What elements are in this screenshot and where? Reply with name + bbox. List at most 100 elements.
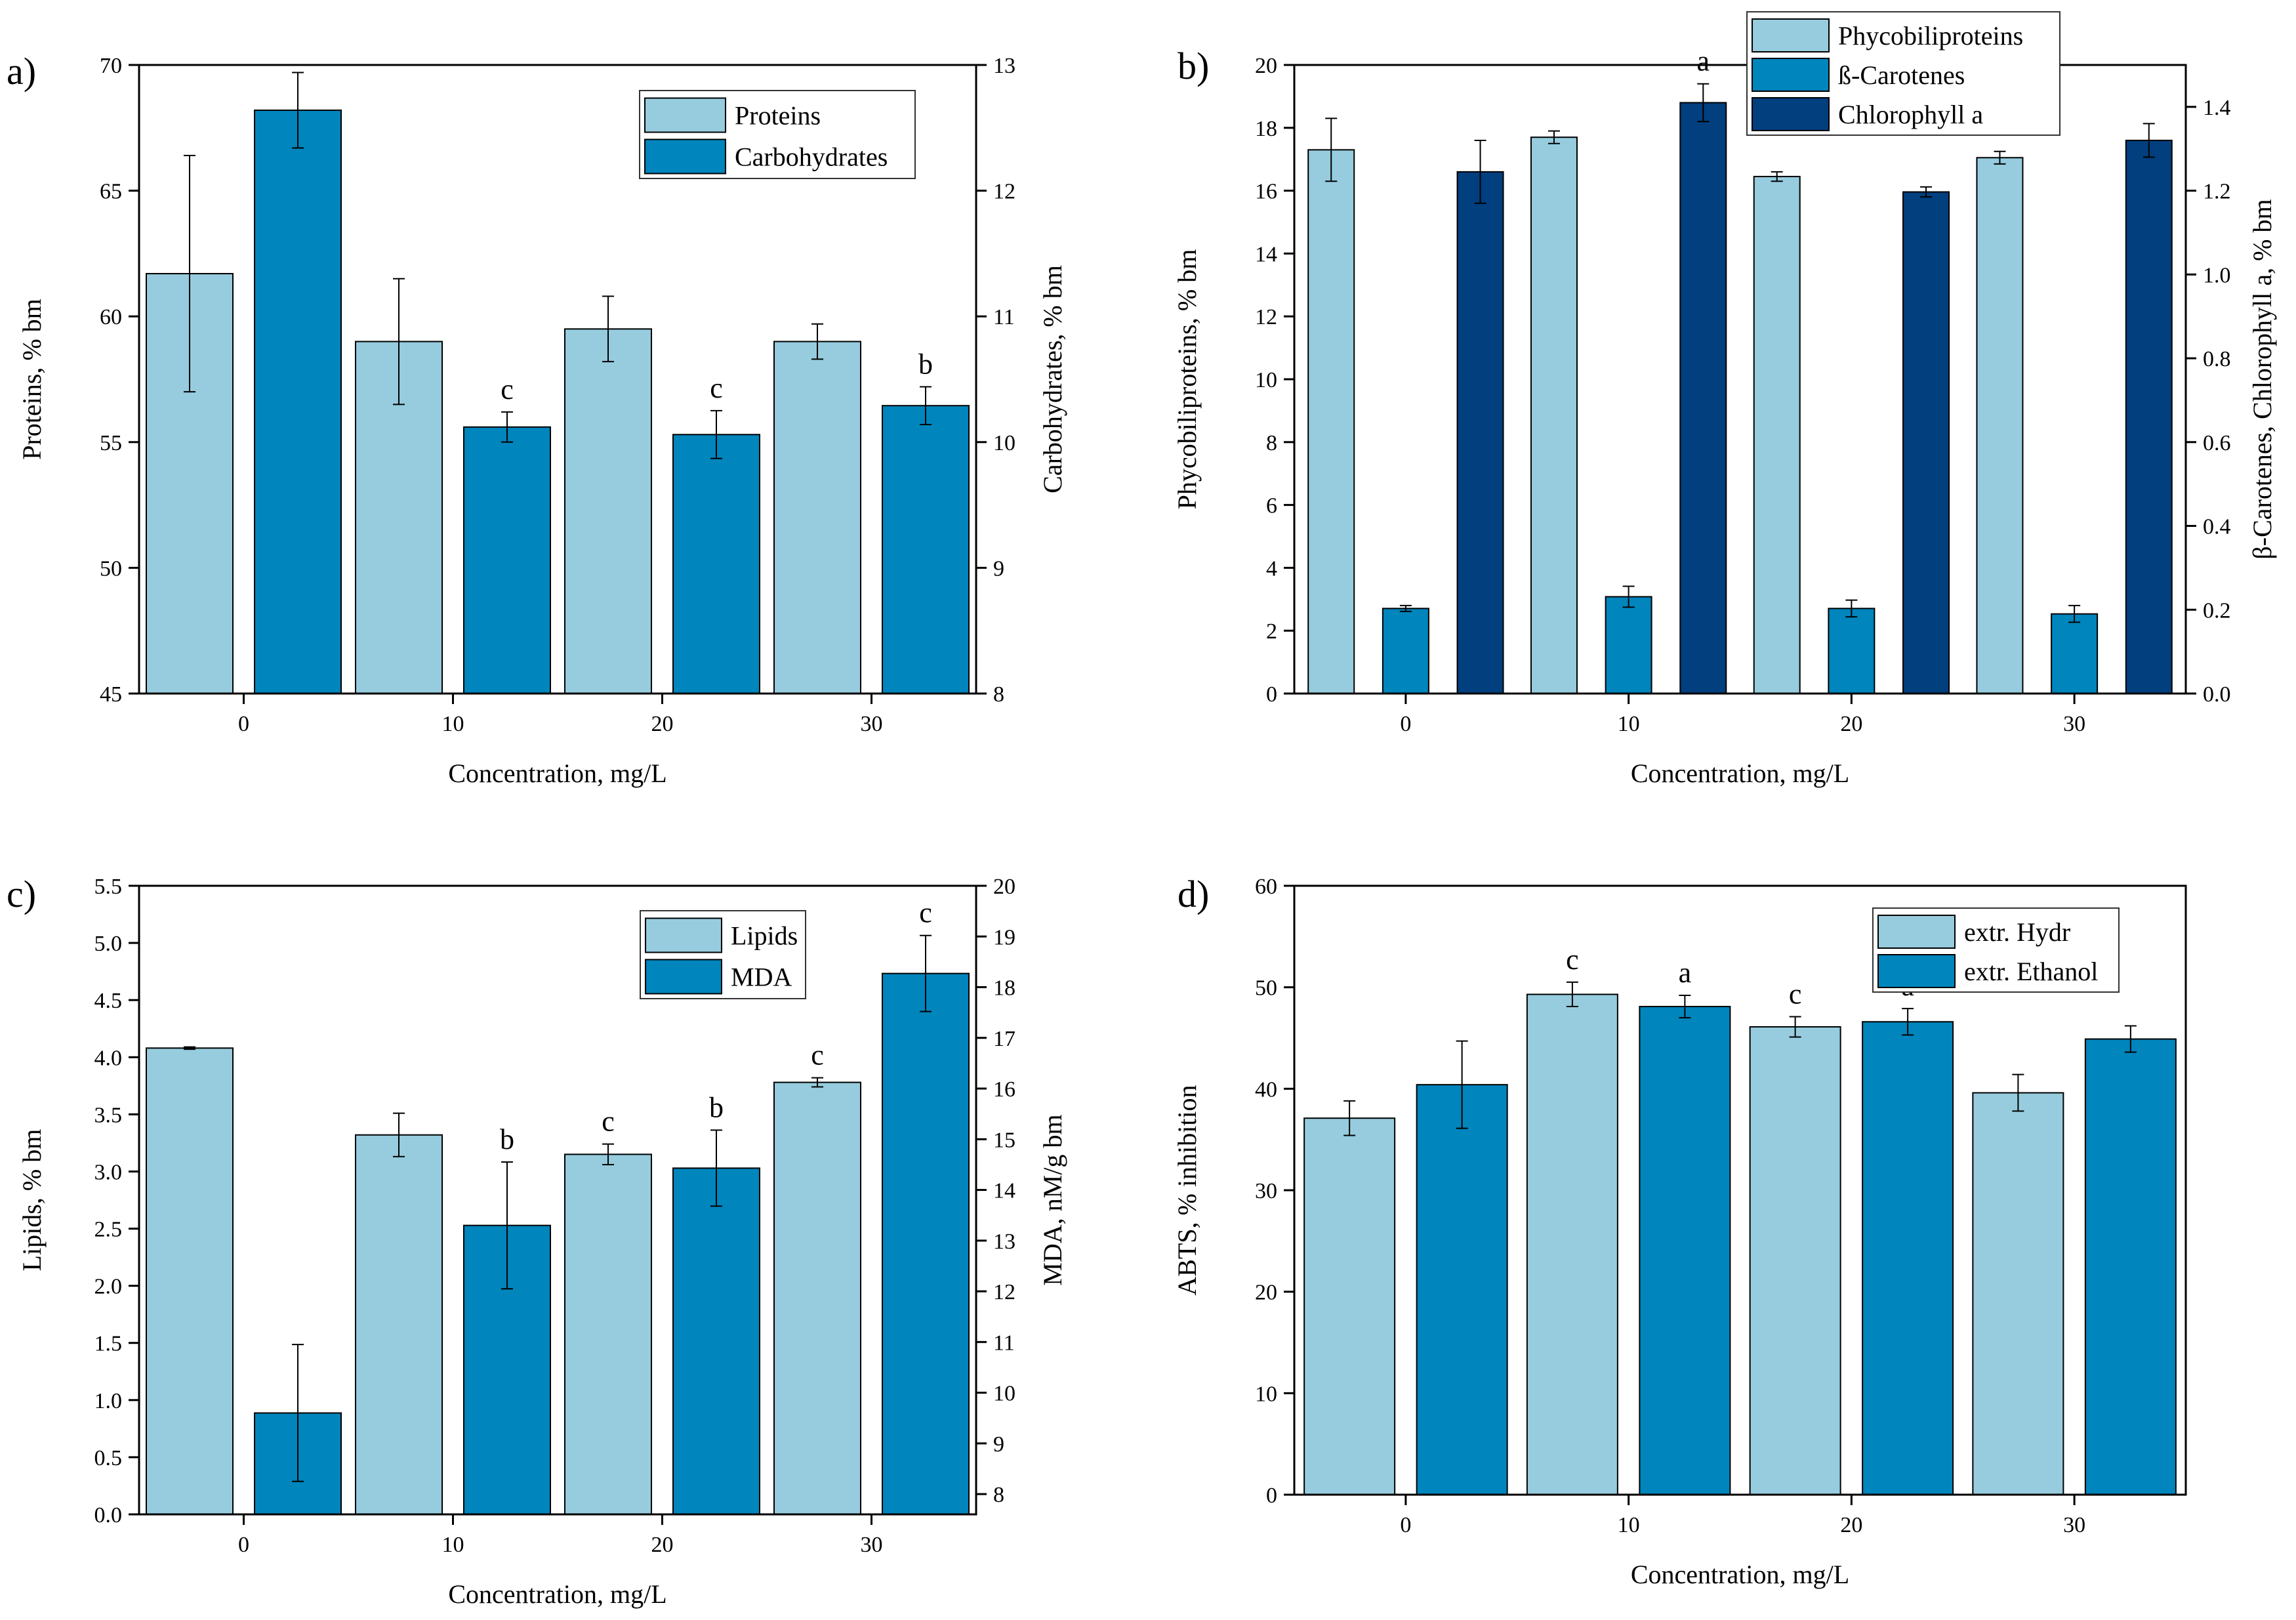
bar (1828, 608, 1876, 694)
left-axis-title: Phycobiliproteins, % bm (1172, 249, 1202, 510)
x-axis-tick-label: 20 (651, 712, 674, 736)
chart-panel-3: c c b b c 0.0 0.5 1.0 1.5 2.0 2.5 3.0 3.5 4.0 4.5 5.0 5.… (7, 873, 1067, 1609)
chart-panel-2: a 0 2 4 6 8 10 12 14 16 18 20 Phycobiliproteins, % b… (1172, 11, 2277, 788)
significance-label: b (500, 1123, 514, 1155)
left-axis-tick-label: 12 (1255, 305, 1277, 329)
x-axis-tick-label: 10 (442, 712, 464, 736)
right-axis-tick-label: 0.6 (2203, 431, 2231, 455)
legend-swatch (644, 138, 726, 175)
bar (1303, 1117, 1396, 1495)
x-axis-tick-label: 0 (1400, 712, 1411, 736)
right-axis-tick-label: 0.8 (2203, 347, 2231, 371)
left-axis-tick-label: 6 (1266, 494, 1277, 518)
right-axis-tick-label: 11 (993, 1331, 1015, 1355)
legend-label: ß-Carotenes (1838, 60, 1965, 90)
legend-label: Carbohydrates (735, 142, 888, 172)
panel-label: d) (1178, 873, 1209, 915)
bar (882, 405, 970, 695)
chart-panel-4: ccaa0102030405060ABTS, % inhibition01020… (1172, 873, 2187, 1589)
legend-label: extr. Hydr (1964, 917, 2070, 947)
legend-swatch (644, 97, 726, 133)
significance-label: c (811, 1039, 824, 1071)
bar (2125, 139, 2173, 694)
bar (1679, 102, 1727, 695)
right-axis-tick-label: 15 (993, 1128, 1015, 1152)
right-axis-tick-label: 8 (993, 682, 1004, 707)
left-axis-tick-label: 10 (1255, 1382, 1277, 1406)
significance-label: c (602, 1106, 615, 1138)
right-axis-tick-label: 10 (993, 431, 1015, 455)
legend-swatch (1752, 97, 1830, 131)
x-axis-title: Concentration, mg/L (448, 758, 666, 788)
right-axis-tick-label: 0.2 (2203, 598, 2231, 623)
left-axis-tick-label: 14 (1255, 242, 1277, 266)
bar (2051, 613, 2099, 694)
legend: Lipids MDA (640, 910, 806, 999)
bar (773, 341, 861, 694)
significance-label: b (918, 348, 933, 380)
bar (146, 1047, 234, 1515)
left-axis-tick-label: 65 (100, 180, 122, 204)
left-axis-tick-label: 60 (100, 305, 122, 329)
right-axis-tick-label: 1.2 (2203, 180, 2231, 204)
panel-label: b) (1178, 45, 1209, 87)
bar (1639, 1006, 1731, 1495)
left-axis-tick-label: 45 (100, 682, 122, 707)
right-axis-tick-label: 19 (993, 925, 1015, 949)
right-axis-tick-label: 10 (993, 1382, 1015, 1406)
bar (1902, 191, 1950, 694)
right-axis-tick-label: 13 (993, 54, 1015, 78)
significance-label: b (709, 1091, 724, 1123)
plot-frame (1293, 64, 2187, 695)
bar (1753, 176, 1801, 695)
legend: extr. Hydr extr. Ethanol (1872, 907, 2120, 993)
bar (355, 1134, 443, 1515)
left-axis-tick-label: 0.5 (94, 1446, 123, 1470)
plot-frame (138, 884, 977, 1516)
left-axis-tick-label: 50 (100, 556, 122, 581)
left-axis-tick-label: 5.0 (94, 932, 123, 956)
bar (1382, 608, 1429, 694)
legend-swatch (645, 917, 722, 953)
significance-label: a (1697, 45, 1710, 77)
right-axis-tick-label: 8 (993, 1483, 1004, 1507)
x-axis-tick-label: 0 (1400, 1513, 1411, 1537)
right-axis-tick-label: 17 (993, 1027, 1015, 1051)
x-axis-tick-label: 30 (861, 712, 883, 736)
left-axis-tick-label: 4 (1266, 556, 1277, 581)
x-axis-tick-label: 20 (1840, 712, 1862, 736)
left-axis-tick-label: 18 (1255, 117, 1277, 141)
legend: Phycobiliproteins ß-Carotenes Chlorophyll … (1746, 11, 2060, 136)
x-axis-tick-label: 10 (1618, 1513, 1640, 1537)
left-axis-tick-label: 16 (1255, 180, 1277, 204)
x-axis-title: Concentration, mg/L (1631, 758, 1849, 788)
right-axis-title: MDA, nM/g bm (1038, 1114, 1067, 1285)
bar (1307, 149, 1355, 694)
chart-panel-1: c c b 45 50 55 60 65 70 Proteins, % bm 8 9 10 11 12 13 C… (7, 50, 1067, 788)
right-axis-tick-label: 14 (993, 1179, 1015, 1203)
significance-label: c (1566, 944, 1579, 976)
left-axis-tick-label: 8 (1266, 431, 1277, 455)
left-axis-tick-label: 3.0 (94, 1160, 123, 1184)
left-axis-tick-label: 1.5 (94, 1332, 123, 1356)
panel-label: c) (7, 873, 36, 915)
legend-label: Phycobiliproteins (1838, 21, 2023, 51)
x-axis-tick-label: 0 (238, 1533, 249, 1557)
left-axis-tick-label: 20 (1255, 54, 1277, 78)
right-axis-title: β-Carotenes, Chlorophyll a, % bm (2247, 199, 2277, 559)
legend-swatch (645, 959, 722, 995)
significance-label: a (1679, 957, 1692, 989)
x-axis-tick-label: 0 (238, 712, 249, 736)
right-axis-tick-label: 20 (993, 875, 1015, 899)
legend-swatch (1752, 18, 1830, 52)
left-axis-tick-label: 10 (1255, 368, 1277, 392)
bar (564, 328, 652, 694)
plot-frame (138, 64, 977, 695)
left-axis-tick-label: 0.0 (94, 1503, 123, 1527)
legend-label: Chlorophyll a (1838, 100, 1983, 129)
right-axis-tick-label: 9 (993, 1432, 1004, 1457)
significance-label: c (501, 373, 514, 405)
bar (1976, 157, 2024, 694)
right-axis-tick-label: 18 (993, 976, 1015, 1001)
